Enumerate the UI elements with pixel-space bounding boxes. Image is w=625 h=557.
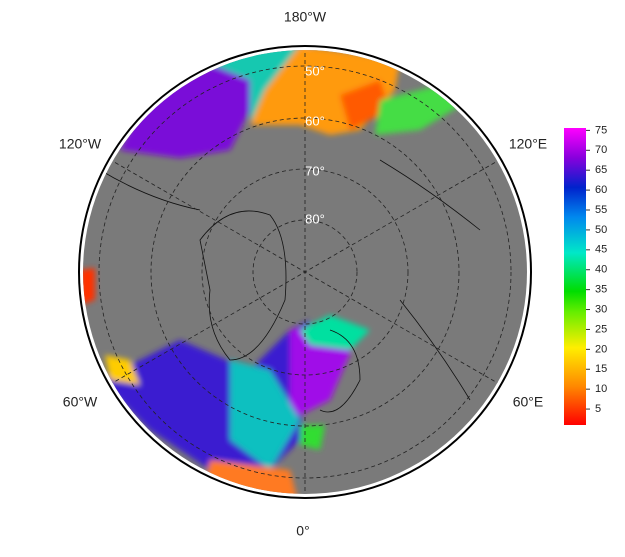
- colorbar-ticks: 5 10 15 20 25 30 35 40 45 50 55 60 65 70 75: [586, 124, 607, 415]
- colorbar-tick-label: 75: [595, 124, 607, 136]
- lon-label: 0°: [296, 523, 309, 539]
- lat-label: 70°: [305, 163, 325, 178]
- colorbar-tick-label: 50: [595, 224, 607, 236]
- lat-label: 80°: [305, 211, 325, 226]
- colorbar-tick-label: 40: [595, 264, 607, 276]
- colorbar-tick-label: 10: [595, 383, 607, 395]
- colorbar-tick-label: 45: [595, 244, 607, 256]
- colorbar-tick-label: 35: [595, 284, 607, 296]
- lat-label: 50°: [305, 63, 325, 78]
- colorbar-tick-label: 25: [595, 323, 607, 335]
- colorbar-tick-label: 20: [595, 343, 607, 355]
- map-disk: [83, 50, 527, 494]
- colorbar-tick-label: 55: [595, 204, 607, 216]
- lon-label: 120°E: [509, 136, 547, 152]
- map-border: [78, 45, 532, 499]
- colorbar-tick-label: 65: [595, 164, 607, 176]
- colorbar-tick-label: 60: [595, 184, 607, 196]
- graticule: [98, 50, 512, 494]
- lat-label: 60°: [305, 113, 325, 128]
- lon-label: 60°E: [513, 394, 544, 410]
- colorbar-tick-label: 30: [595, 303, 607, 315]
- colorbar-tick-label: 15: [595, 363, 607, 375]
- lon-label: 120°W: [59, 136, 102, 152]
- colorbar-tick-label: 70: [595, 144, 607, 156]
- lat-labels: 50° 60° 70° 80°: [305, 63, 325, 226]
- lon-label: 60°W: [63, 394, 98, 410]
- colorbar: [564, 128, 586, 425]
- lon-label: 180°W: [284, 9, 327, 25]
- colorbar-tick-label: 5: [595, 403, 601, 415]
